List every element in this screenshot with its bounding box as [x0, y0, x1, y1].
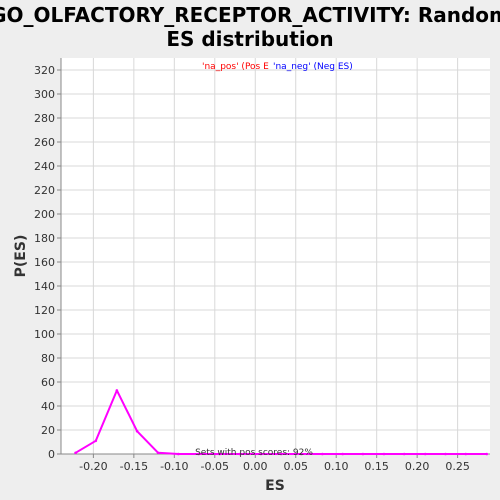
y-tick-label: 320: [34, 64, 55, 77]
y-tick-label: 220: [34, 184, 55, 197]
legend-neg-label: 'na_neg' (Neg ES): [273, 62, 353, 72]
y-tick-label: 260: [34, 136, 55, 149]
y-tick-label: 200: [34, 208, 55, 221]
chart-title-line1: GO_OLFACTORY_RECEPTOR_ACTIVITY: Random: [0, 3, 500, 27]
x-tick-label: 0.15: [364, 460, 389, 473]
data-point: [94, 439, 98, 443]
data-point: [300, 452, 303, 456]
y-tick-label: 140: [34, 280, 55, 293]
y-tick-label: 60: [41, 376, 55, 389]
data-point: [485, 452, 489, 456]
series: [74, 389, 489, 456]
y-tick-label: 80: [41, 352, 55, 365]
pos-scores-annotation: Sets with pos scores: 92%: [195, 448, 313, 458]
y-tick-label: 160: [34, 256, 55, 269]
y-tick-label: 300: [34, 88, 55, 101]
y-axis-title: P(ES): [13, 235, 29, 278]
data-point: [361, 452, 365, 456]
y-tick-label: 180: [34, 232, 55, 245]
y-tick-label: 100: [34, 328, 55, 341]
y-tick-label: 20: [41, 424, 55, 437]
data-point: [177, 452, 180, 456]
data-point: [238, 452, 242, 456]
data-point: [135, 429, 139, 433]
x-axis-title: ES: [265, 478, 285, 494]
y-tick-label: 40: [41, 400, 55, 413]
data-point: [259, 452, 263, 456]
data-point: [74, 451, 77, 455]
data-point: [115, 389, 119, 392]
data-point: [156, 451, 160, 455]
data-point: [279, 452, 283, 456]
x-tick-label: -0.20: [79, 460, 107, 473]
data-point: [444, 452, 447, 456]
x-tick-label: -0.05: [201, 460, 229, 473]
plot-area: [61, 58, 490, 454]
data-point: [464, 452, 468, 456]
data-point: [321, 452, 324, 456]
y-tick-label: 0: [48, 448, 55, 461]
x-tick-label: 0.05: [283, 460, 308, 473]
data-point: [197, 452, 200, 456]
data-point: [402, 452, 406, 456]
x-tick-label: 0.00: [243, 460, 268, 473]
data-point: [382, 452, 386, 456]
x-tick-label: 0.10: [324, 460, 349, 473]
y-tick-label: 240: [34, 160, 55, 173]
x-tick-labels: -0.20 -0.15 -0.10 -0.05 0.00 0.05 0.10 0.15 0.20…: [79, 460, 470, 473]
data-point: [341, 452, 344, 456]
y-tick-labels: 0 20 40 60 80 100 120 140 160 180 200 220 240 260 280 3…: [34, 64, 55, 461]
y-tick-label: 120: [34, 304, 55, 317]
x-tick-label: 0.20: [405, 460, 430, 473]
data-point: [423, 452, 427, 456]
x-tick-label: -0.10: [160, 460, 188, 473]
data-point: [218, 452, 221, 456]
y-tick-label: 280: [34, 112, 55, 125]
legend-pos-label: 'na_pos' (Pos E: [202, 62, 269, 72]
x-tick-label: 0.25: [445, 460, 470, 473]
chart-title-line2: ES distribution: [166, 27, 333, 51]
x-tick-label: -0.15: [120, 460, 148, 473]
grid: [61, 58, 490, 454]
